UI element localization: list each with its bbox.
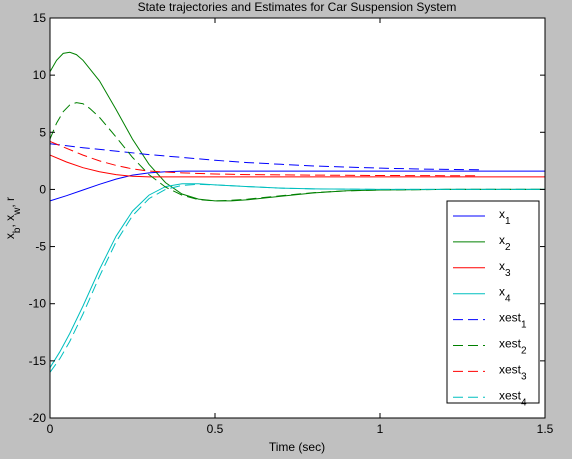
y-tick-label: -5	[35, 240, 46, 254]
series-line-xest3	[49, 140, 479, 177]
x-tick-label: 0	[47, 422, 54, 436]
y-tick-label: -10	[29, 297, 47, 311]
legend-label-xest1: xest1	[499, 311, 527, 331]
y-tick-label: 0	[39, 182, 46, 196]
chart-title: State trajectories and Estimates for Car…	[138, 0, 457, 14]
y-tick-label: 10	[33, 68, 47, 82]
legend: x1 x2 x3 x4 xest1 xest2 xest3 xest4	[446, 200, 540, 408]
series-line-xest1	[49, 143, 480, 171]
series-layer	[49, 51, 545, 373]
x-tick-label: 0.5	[207, 422, 224, 436]
y-axis-title: xb, xw, r	[3, 197, 23, 239]
legend-label-x3: x3	[499, 259, 511, 279]
legend-label-xest3: xest3	[499, 362, 527, 382]
plot-frame	[49, 17, 546, 419]
y-tick-label: 15	[33, 11, 47, 25]
legend-label-x2: x2	[499, 233, 511, 253]
legend-label-xest2: xest2	[499, 337, 527, 357]
y-tick-label: 5	[39, 125, 46, 139]
legend-label-x1: x1	[499, 207, 511, 227]
series-line-x3	[49, 154, 545, 178]
x-axis-title: Time (sec)	[269, 440, 325, 454]
legend-box	[446, 200, 540, 404]
series-line-xest2	[49, 102, 545, 202]
legend-label-x4: x4	[499, 285, 511, 305]
y-tick-label: -20	[29, 411, 47, 425]
y-tick-label: -15	[29, 354, 47, 368]
ticks-layer: 0 0.5 1 1.5 -20 -15 -10 -5 0 5 10 15	[29, 11, 554, 436]
x-tick-label: 1	[377, 422, 384, 436]
series-line-xest4	[49, 183, 545, 373]
x-tick-label: 1.5	[537, 422, 554, 436]
legend-label-xest4: xest4	[499, 388, 527, 408]
